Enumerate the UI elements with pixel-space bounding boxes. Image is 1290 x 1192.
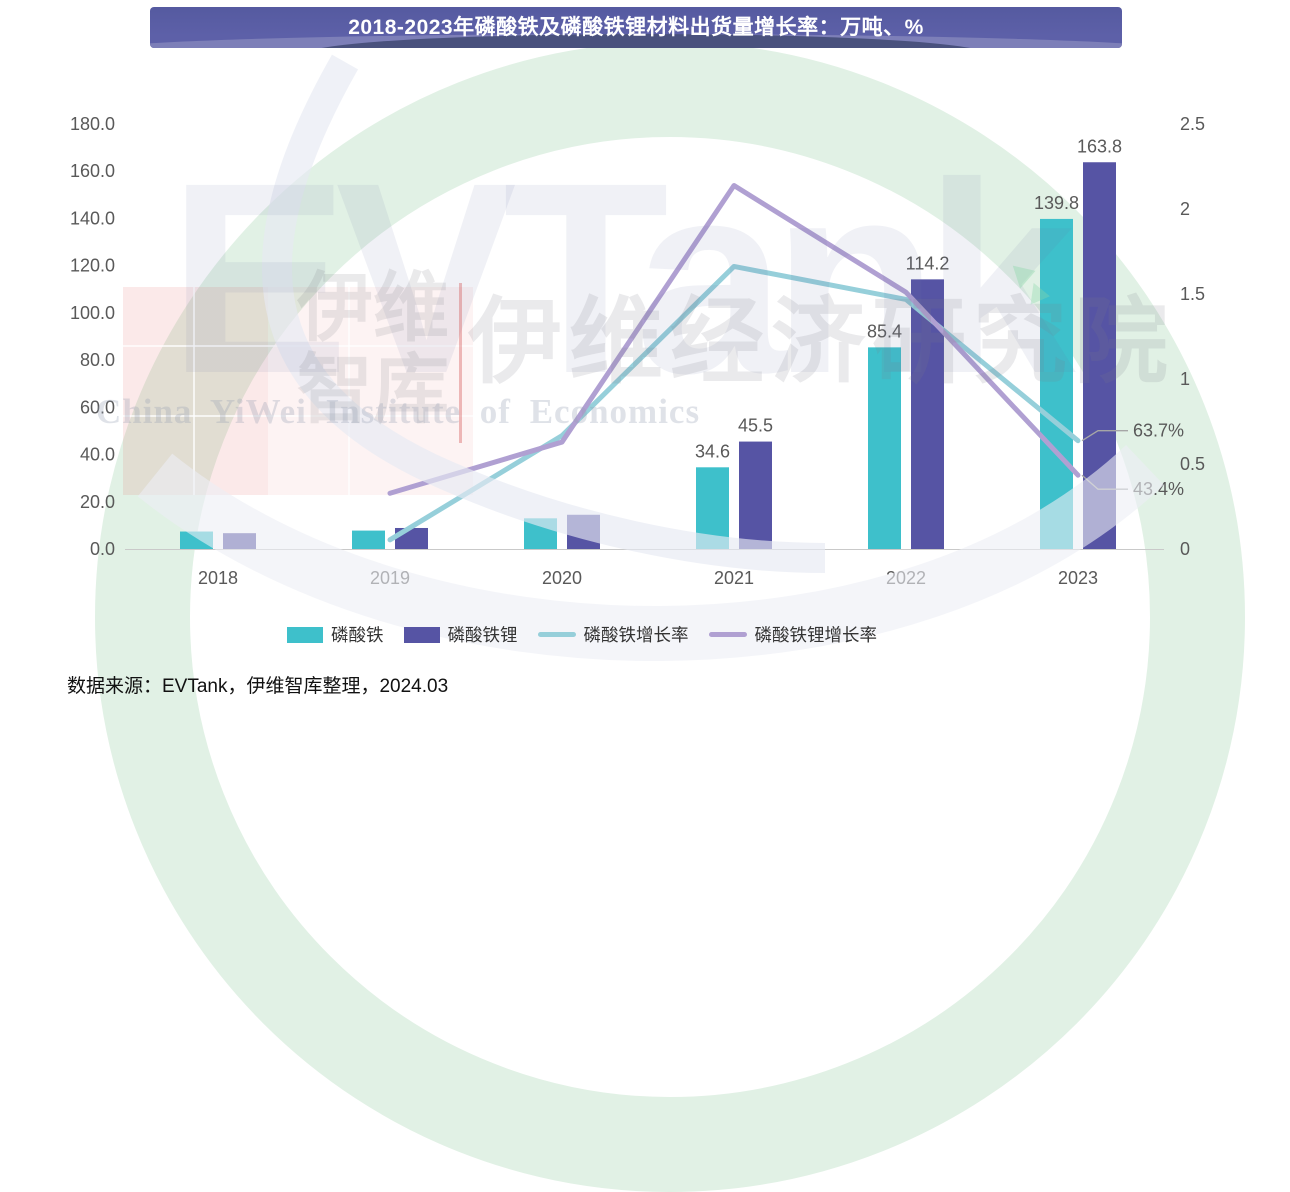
bar-lfp-2023 [1083, 162, 1116, 549]
title-banner: 2018-2023年磷酸铁及磷酸铁锂材料出货量增长率：万吨、% [150, 7, 1122, 48]
bar-iron-phosphate-2021 [696, 467, 729, 549]
line-lfp-growth [387, 183, 1081, 496]
left-axis-tick: 160.0 [70, 161, 115, 181]
leader-line-iron-phosphate-growth [1081, 430, 1128, 442]
right-axis-tick: 0.5 [1180, 454, 1205, 474]
chart-canvas: 0.0 20.0 40.0 60.0 80.0 100.0 120.0 140.0 160.0 1… [70, 114, 1205, 588]
legend-label: 磷酸铁锂增长率 [754, 625, 878, 645]
bar-value-label-lfp-2021: 45.5 [738, 416, 773, 436]
source-note: 数据来源：EVTank，伊维智库整理，2024.03 [67, 676, 449, 697]
bar-iron-phosphate-2019 [352, 530, 385, 549]
left-axis-tick: 140.0 [70, 208, 115, 228]
bar-iron-phosphate-2022 [868, 347, 901, 549]
legend-label: 磷酸铁 [331, 625, 384, 645]
bar-value-label-lfp-2023: 163.8 [1077, 136, 1122, 156]
growth-end-label-iron-phosphate-growth: 63.7% [1133, 421, 1184, 441]
left-axis-tick: 60.0 [80, 397, 115, 417]
growth-end-label-lfp-growth: 43.4% [1133, 479, 1184, 499]
x-axis-label: 2021 [714, 568, 754, 588]
chart-title: 2018-2023年磷酸铁及磷酸铁锂材料出货量增长率：万吨、% [348, 16, 924, 39]
legend-bar-swatch [403, 626, 440, 643]
bar-lfp-2020 [567, 514, 600, 549]
legend-item: 磷酸铁锂 [403, 622, 518, 647]
right-axis-tick: 2.5 [1180, 114, 1205, 134]
bar-iron-phosphate-2018 [180, 531, 213, 549]
legend-item: 磷酸铁增长率 [537, 622, 689, 647]
right-axis-tick: 2 [1180, 199, 1190, 219]
left-axis-tick: 20.0 [80, 492, 115, 512]
left-axis-tick: 100.0 [70, 303, 115, 323]
x-axis-label: 2020 [542, 568, 582, 588]
bar-lfp-2021 [739, 441, 772, 549]
right-axis-tick: 0 [1180, 539, 1190, 559]
bar-value-label-lfp-2022: 114.2 [906, 253, 950, 273]
line-iron-phosphate-growth [387, 263, 1081, 543]
x-axis-label: 2018 [198, 568, 238, 588]
legend-label: 磷酸铁增长率 [583, 625, 689, 645]
legend-line-swatch [708, 632, 747, 637]
bar-iron-phosphate-2023 [1040, 218, 1073, 549]
bar-lfp-2018 [223, 533, 256, 549]
left-axis-tick: 0.0 [90, 539, 115, 559]
bar-value-label-iron-phosphate-2021: 34.6 [695, 441, 730, 461]
legend-bar-swatch [287, 626, 323, 643]
right-axis-tick: 1 [1180, 369, 1190, 389]
left-axis-tick: 180.0 [70, 114, 115, 134]
x-axis-label: 2019 [370, 568, 410, 588]
bar-value-label-iron-phosphate-2023: 139.8 [1034, 193, 1079, 213]
bar-iron-phosphate-2020 [524, 518, 557, 549]
left-axis-tick: 80.0 [80, 350, 115, 370]
right-axis-tick: 1.5 [1180, 284, 1205, 304]
legend-label: 磷酸铁锂 [447, 625, 518, 645]
x-axis-label: 2023 [1058, 568, 1098, 588]
legend-line-swatch [537, 632, 576, 637]
left-axis-tick: 120.0 [70, 256, 115, 276]
bar-value-label-iron-phosphate-2022: 85.4 [867, 321, 902, 341]
legend: 磷酸铁 磷酸铁锂 磷酸铁增长率 磷酸铁锂增长率 [0, 622, 1164, 647]
legend-item: 磷酸铁 [287, 622, 384, 647]
legend-item: 磷酸铁锂增长率 [708, 622, 878, 647]
left-axis-tick: 40.0 [80, 445, 115, 465]
x-axis-label: 2022 [886, 568, 926, 588]
